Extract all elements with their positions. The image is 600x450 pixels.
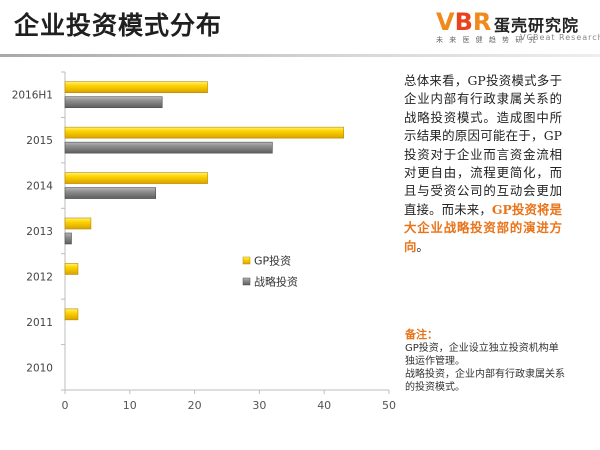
bar-strategic bbox=[64, 141, 273, 154]
x-tick-label: 30 bbox=[252, 399, 266, 412]
title-divider bbox=[0, 54, 600, 57]
y-tick-label: 2010 bbox=[26, 362, 53, 374]
logo-tagline: 未 来 医 健 趋 势 研 究 bbox=[436, 36, 538, 44]
bar-chart: 0 10 20 30 40 50 2016H1 2015 2014 2013 2012 2011 201… bbox=[12, 71, 396, 412]
commentary-highlight: GP投资将是大企业战略投资部的演进方向 bbox=[404, 201, 563, 254]
plot-area: 0 10 20 30 40 50 2016H1 2015 2014 2013 2012 2011 201… bbox=[12, 71, 396, 412]
bar-strategic bbox=[64, 96, 163, 109]
logo-english: VCBeat Research bbox=[520, 33, 600, 42]
bar-gp bbox=[64, 308, 79, 321]
note-title: 备注： bbox=[405, 328, 438, 341]
logo-name: 蛋壳研究院 bbox=[494, 16, 580, 35]
note-box: 备注： GP投资，企业设立独立投资机构单独运作管理。 战略投资，企业内部有行政隶… bbox=[405, 326, 565, 394]
y-tick-label: 2011 bbox=[26, 317, 53, 329]
commentary-body: 总体来看，GP投资模式多于企业内部有行政隶属关系的战略投资模式。造成图中所示结果… bbox=[404, 73, 562, 217]
legend-swatch bbox=[242, 277, 251, 286]
y-tick-label: 2012 bbox=[26, 271, 53, 283]
note-line-gp: GP投资，企业设立独立投资机构单独运作管理。 bbox=[405, 343, 559, 367]
commentary-text: 总体来看，GP投资模式多于企业内部有行政隶属关系的战略投资模式。造成图中所示结果… bbox=[404, 72, 562, 256]
x-tick-label: 20 bbox=[188, 399, 202, 412]
bar-gp bbox=[64, 81, 208, 94]
x-tick-label: 10 bbox=[123, 399, 137, 412]
bar-gp bbox=[64, 263, 79, 275]
bar-gp bbox=[64, 172, 208, 184]
page-title: 企业投资模式分布 bbox=[14, 11, 223, 40]
bar-strategic bbox=[64, 232, 72, 245]
y-tick-label: 2014 bbox=[26, 181, 53, 193]
logo-mark: VBR bbox=[436, 8, 492, 36]
bar-strategic bbox=[64, 187, 157, 199]
bar-gp bbox=[64, 126, 344, 139]
commentary-end: 。 bbox=[416, 238, 429, 254]
bar-gp bbox=[64, 217, 92, 230]
y-tick-label: 2013 bbox=[26, 226, 53, 238]
x-tick-label: 40 bbox=[317, 399, 331, 412]
legend-label: GP投资 bbox=[254, 254, 291, 268]
legend-swatch bbox=[242, 256, 251, 265]
y-tick-label: 2015 bbox=[26, 135, 53, 147]
y-tick-label: 2016H1 bbox=[12, 90, 53, 102]
x-tick-label: 0 bbox=[62, 399, 69, 412]
note-line-strategic: 战略投资，企业内部有行政隶属关系的投资模式。 bbox=[405, 369, 565, 393]
vcbeat-logo: VBR 蛋壳研究院 未 来 医 健 趋 势 研 究 VCBeat Researc… bbox=[436, 6, 600, 52]
x-tick-label: 50 bbox=[382, 399, 396, 412]
legend-label: 战略投资 bbox=[254, 275, 298, 289]
